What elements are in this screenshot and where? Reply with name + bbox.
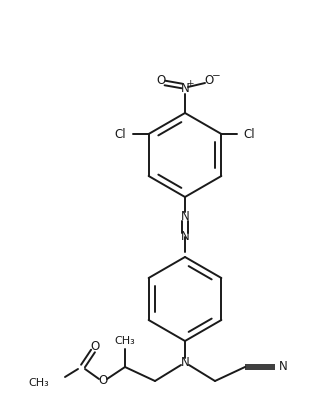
Text: CH₃: CH₃: [115, 336, 135, 346]
Text: O: O: [98, 375, 108, 387]
Text: N: N: [180, 230, 189, 244]
Text: O: O: [90, 341, 99, 354]
Text: CH₃: CH₃: [28, 378, 49, 388]
Text: N: N: [180, 82, 189, 95]
Text: O: O: [156, 74, 166, 87]
Text: Cl: Cl: [115, 127, 126, 140]
Text: +: +: [186, 79, 194, 89]
Text: N: N: [180, 357, 189, 370]
Text: O: O: [204, 74, 214, 87]
Text: Cl: Cl: [244, 127, 255, 140]
Text: −: −: [212, 71, 220, 81]
Text: N: N: [180, 211, 189, 224]
Text: N: N: [279, 360, 287, 374]
